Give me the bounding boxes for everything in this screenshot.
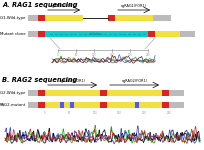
- Bar: [28, 90, 38, 96]
- Bar: [70, 102, 74, 108]
- Text: 50: 50: [74, 53, 77, 57]
- Bar: [154, 31, 179, 37]
- Bar: [179, 31, 194, 37]
- Text: RAG1-Wild-type: RAG1-Wild-type: [0, 16, 26, 20]
- Bar: [161, 102, 168, 108]
- Bar: [45, 102, 100, 108]
- Text: 250: 250: [166, 111, 171, 115]
- Bar: [38, 90, 45, 96]
- Text: 0: 0: [44, 111, 45, 115]
- Bar: [168, 102, 183, 108]
- Bar: [134, 102, 138, 108]
- Bar: [114, 15, 152, 21]
- Bar: [28, 102, 38, 108]
- Bar: [38, 31, 45, 37]
- Text: ...deletion...: ...deletion...: [87, 32, 104, 36]
- Text: Mutant clone: Mutant clone: [0, 32, 26, 36]
- Text: RAG2-mutant: RAG2-mutant: [0, 103, 26, 107]
- Text: 100: 100: [91, 53, 96, 57]
- Text: 0: 0: [57, 53, 59, 57]
- Bar: [45, 90, 100, 96]
- Text: sgRAG2(FOR1): sgRAG2(FOR1): [59, 79, 85, 83]
- Bar: [45, 31, 147, 37]
- Bar: [147, 31, 154, 37]
- Text: 150: 150: [109, 53, 114, 57]
- Bar: [28, 31, 38, 37]
- Text: sgRAG1(FOR1): sgRAG1(FOR1): [51, 4, 77, 8]
- Text: 50: 50: [68, 111, 71, 115]
- Text: 200: 200: [141, 111, 146, 115]
- Text: sgRAG2(FOR1): sgRAG2(FOR1): [121, 79, 147, 83]
- Bar: [152, 15, 170, 21]
- Bar: [108, 15, 114, 21]
- Bar: [100, 90, 106, 96]
- Bar: [38, 102, 45, 108]
- Bar: [106, 102, 161, 108]
- Bar: [168, 90, 183, 96]
- Text: 150: 150: [116, 111, 121, 115]
- Bar: [45, 15, 83, 21]
- Text: 100: 100: [92, 111, 96, 115]
- Text: RAG2-Wild-type: RAG2-Wild-type: [0, 91, 26, 95]
- Text: A. RAG1 sequencing: A. RAG1 sequencing: [2, 2, 77, 8]
- Text: 250: 250: [145, 53, 150, 57]
- Bar: [106, 90, 161, 96]
- Bar: [28, 15, 38, 21]
- Bar: [100, 102, 106, 108]
- Text: sgRAG1(FOR1): sgRAG1(FOR1): [120, 4, 146, 8]
- Bar: [60, 102, 64, 108]
- Text: B. RAG2 sequencing: B. RAG2 sequencing: [2, 77, 77, 83]
- Bar: [161, 90, 168, 96]
- Text: 200: 200: [127, 53, 132, 57]
- Bar: [38, 15, 45, 21]
